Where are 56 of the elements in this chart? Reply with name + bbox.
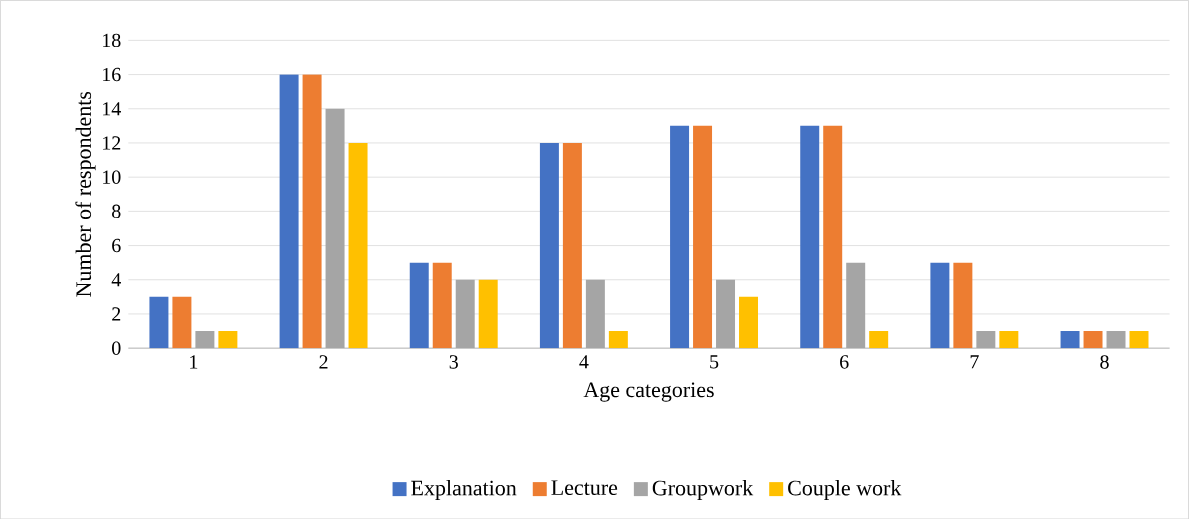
y-axis-title: Number of respondents: [75, 91, 96, 297]
bar: [325, 108, 345, 348]
bar: [302, 74, 322, 348]
bar: [348, 142, 368, 348]
bar: [218, 330, 238, 348]
legend-label: Couple work: [788, 479, 902, 500]
x-tick-label: 6: [840, 355, 849, 369]
bar: [478, 279, 498, 348]
x-tick-label: 8: [1100, 355, 1109, 369]
y-tick-label: 18: [103, 33, 121, 47]
y-tick-label: 10: [103, 170, 121, 184]
bar: [608, 330, 628, 348]
y-tick-label: 2: [112, 307, 121, 321]
y-tick-label: 16: [103, 67, 121, 82]
y-tick-label: 0: [112, 341, 121, 355]
x-tick-label: 3: [449, 355, 458, 369]
bar: [585, 279, 605, 348]
bar: [562, 142, 582, 348]
x-tick-label: 7: [970, 354, 979, 369]
bar: [930, 262, 950, 348]
legend-label: Explanation: [411, 479, 517, 500]
bar: [279, 74, 299, 348]
x-tick-label: 2: [319, 355, 328, 369]
x-tick-label: 4: [579, 354, 589, 369]
bar: [1129, 330, 1149, 348]
bar: [823, 125, 843, 348]
bar: [1060, 330, 1080, 348]
bar: [670, 125, 690, 348]
bar: [172, 296, 192, 348]
bar: [976, 330, 996, 348]
bar: [539, 142, 559, 348]
bar: [800, 125, 820, 348]
legend-label: Lecture: [551, 480, 618, 495]
bar: [869, 330, 889, 348]
bar: [432, 262, 452, 348]
y-tick-label: 4: [111, 272, 121, 287]
y-tick-label: 12: [103, 136, 121, 150]
bar: [195, 330, 215, 348]
bar: [693, 125, 713, 348]
bar: [455, 279, 475, 348]
bar: [953, 262, 973, 348]
bar: [846, 262, 866, 348]
bar: [1083, 330, 1103, 348]
x-tick-label: 5: [710, 354, 719, 369]
bar: [999, 330, 1019, 348]
x-axis-title: Age categories: [583, 382, 714, 402]
bar: [716, 279, 736, 348]
legend-label: Groupwork: [652, 479, 754, 500]
x-tick-label: 1: [190, 355, 198, 369]
y-tick-label: 14: [103, 101, 121, 116]
y-tick-label: 6: [112, 238, 121, 253]
bar: [739, 296, 759, 348]
bar: [409, 262, 429, 348]
bar: [1106, 330, 1126, 348]
bar: [149, 296, 169, 348]
y-tick-label: 8: [112, 204, 121, 218]
